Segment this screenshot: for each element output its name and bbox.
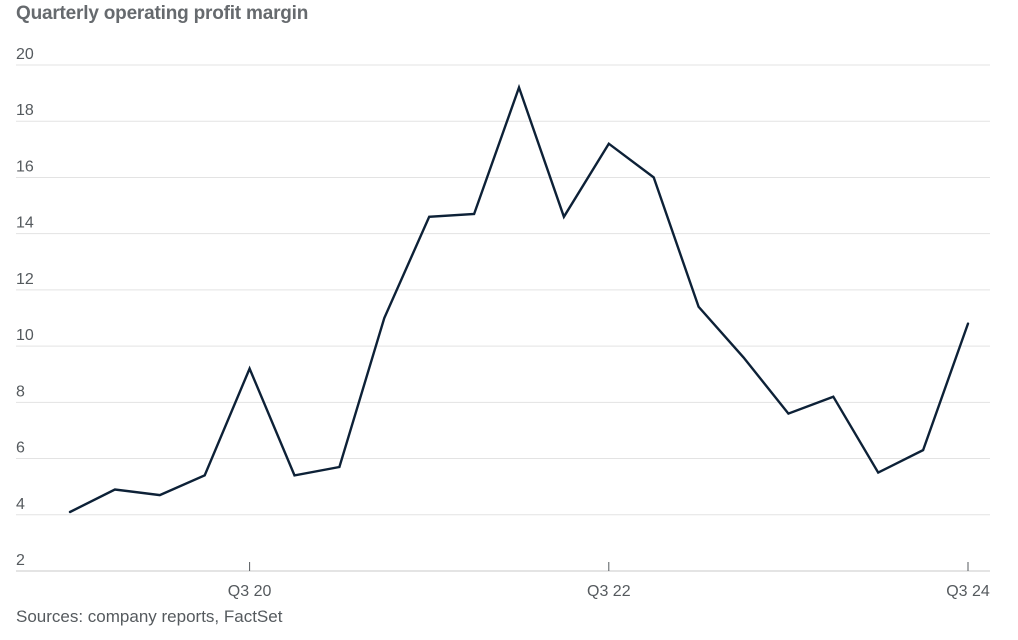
- y-tick-label-12: 12: [16, 271, 34, 288]
- series-line-0: [68, 83, 970, 514]
- y-tick-label-20: 20: [16, 46, 34, 63]
- y-tick-label-8: 8: [16, 383, 25, 400]
- y-tick-label-14: 14: [16, 215, 34, 232]
- y-tick-label-10: 10: [16, 327, 34, 344]
- y-tick-label-4: 4: [16, 496, 25, 513]
- x-tick-label: Q3 22: [587, 583, 631, 600]
- y-tick-label-18: 18: [16, 102, 34, 119]
- x-tick-label: Q3 24: [946, 583, 990, 600]
- chart-title: Quarterly operating profit margin: [16, 3, 309, 24]
- y-tick-label-16: 16: [16, 158, 34, 175]
- y-tick-label-2: 2: [16, 552, 25, 569]
- y-tick-label-6: 6: [16, 440, 25, 457]
- x-tick-label: Q3 20: [228, 583, 272, 600]
- source-note: Sources: company reports, FactSet: [16, 607, 283, 626]
